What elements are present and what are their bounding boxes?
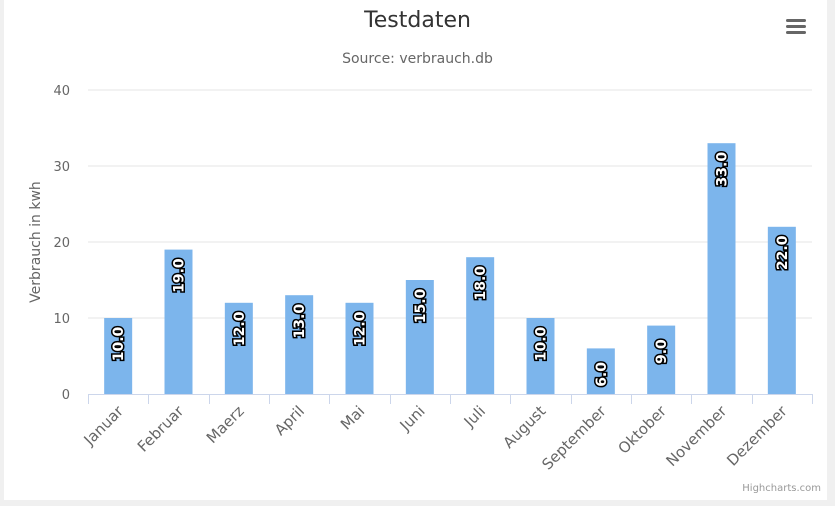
data-label: 9.0 bbox=[654, 339, 670, 364]
y-tick-label: 10 bbox=[53, 312, 70, 327]
bar[interactable] bbox=[164, 249, 193, 394]
chart-panel bbox=[4, 0, 827, 500]
x-tick-label: Juli bbox=[460, 402, 489, 431]
bar[interactable] bbox=[707, 143, 736, 394]
data-label: 18.0 bbox=[473, 266, 489, 301]
data-label: 12.0 bbox=[232, 311, 248, 346]
bar[interactable] bbox=[285, 295, 314, 394]
bar[interactable] bbox=[405, 280, 434, 394]
bar[interactable] bbox=[767, 226, 796, 394]
y-tick-label: 40 bbox=[53, 84, 70, 99]
bar[interactable] bbox=[526, 318, 555, 394]
data-label: 19.0 bbox=[172, 258, 188, 293]
x-tick-label: Dezember bbox=[723, 402, 791, 470]
chart-subtitle: Source: verbrauch.db bbox=[342, 51, 493, 67]
x-tick-label: Oktober bbox=[615, 402, 671, 458]
y-tick-label: 20 bbox=[53, 236, 70, 251]
bar[interactable] bbox=[586, 348, 615, 394]
y-tick-label: 0 bbox=[62, 388, 70, 403]
x-tick-label: Februar bbox=[134, 402, 188, 456]
bar[interactable] bbox=[104, 318, 133, 394]
bar[interactable] bbox=[647, 325, 676, 394]
credits-link[interactable]: Highcharts.com bbox=[742, 483, 821, 494]
data-label: 33.0 bbox=[715, 152, 731, 187]
data-label: 10.0 bbox=[111, 326, 127, 361]
data-label: 22.0 bbox=[775, 235, 791, 270]
y-tick-label: 30 bbox=[53, 160, 70, 175]
data-label: 6.0 bbox=[594, 362, 610, 387]
x-tick-label: April bbox=[271, 402, 308, 439]
bar[interactable] bbox=[466, 257, 495, 394]
chart-title: Testdaten bbox=[364, 8, 471, 33]
x-tick-label: September bbox=[538, 402, 610, 474]
x-tick-label: November bbox=[662, 402, 730, 470]
x-tick-label: Juni bbox=[396, 402, 429, 435]
hamburger-menu-icon[interactable] bbox=[783, 16, 809, 38]
bar[interactable] bbox=[224, 302, 253, 394]
x-tick-label: Maerz bbox=[203, 402, 248, 447]
x-tick-label: August bbox=[499, 402, 549, 452]
bar[interactable] bbox=[345, 302, 374, 394]
data-label: 15.0 bbox=[413, 288, 429, 323]
data-label: 13.0 bbox=[292, 304, 308, 339]
data-label: 12.0 bbox=[353, 311, 369, 346]
y-axis-title: Verbrauch in kwh bbox=[28, 181, 44, 303]
x-tick-label: Januar bbox=[80, 402, 128, 450]
x-tick-label: Mai bbox=[337, 402, 368, 433]
data-label: 10.0 bbox=[534, 326, 550, 361]
